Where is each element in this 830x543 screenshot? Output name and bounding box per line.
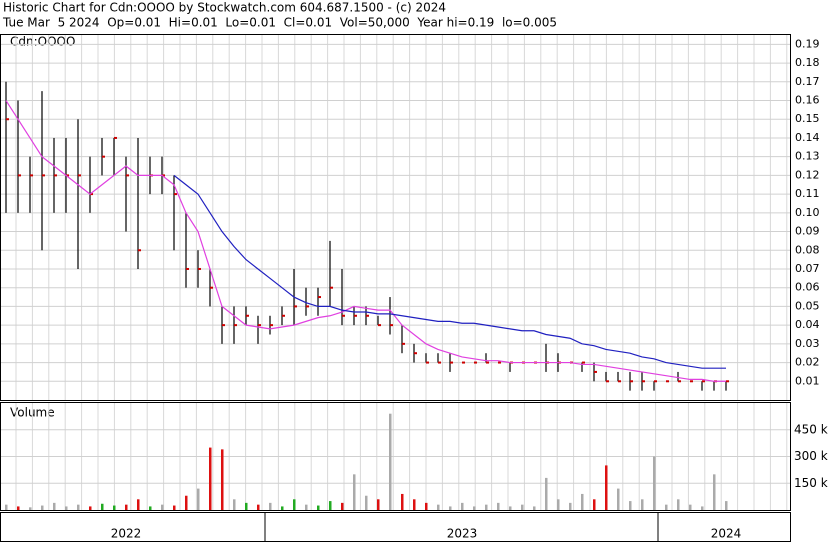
- volume-bar: [437, 504, 440, 510]
- volume-bar: [725, 501, 728, 510]
- price-panel: [0, 34, 791, 401]
- volume-bar: [185, 495, 188, 510]
- volume-bar: [701, 506, 704, 510]
- volume-bar: [101, 503, 104, 510]
- volume-bar: [209, 447, 212, 510]
- chart-title: Historic Chart for Cdn:OOOO by Stockwatc…: [3, 1, 446, 15]
- y-tick-label: 0.12: [795, 168, 820, 181]
- moving-average: [5, 100, 726, 382]
- volume-bar: [161, 504, 164, 510]
- volume-bar: [509, 506, 512, 510]
- volume-bar: [137, 499, 140, 510]
- year-label: 2022: [111, 527, 142, 541]
- volume-bar: [233, 499, 236, 510]
- volume-bar: [677, 499, 680, 510]
- volume-bar: [617, 488, 620, 510]
- y-tick-label: 0.17: [795, 75, 820, 88]
- y-tick-label: 0.19: [795, 37, 820, 50]
- volume-bar: [29, 507, 32, 510]
- volume-bar: [293, 499, 296, 510]
- y-tick-label: 0.10: [795, 206, 820, 219]
- volume-bar: [521, 504, 524, 510]
- volume-bar: [377, 499, 380, 510]
- y-tick-label: 0.03: [795, 337, 820, 350]
- volume-bar: [353, 474, 356, 510]
- volume-bar: [341, 502, 344, 510]
- y-tick-label: 0.18: [795, 56, 820, 69]
- volume-bar: [245, 502, 248, 510]
- volume-bar: [497, 502, 500, 510]
- volume-bar: [533, 506, 536, 510]
- volume-bar: [389, 413, 392, 510]
- year-label: 2024: [711, 527, 742, 541]
- volume-bar: [89, 506, 92, 510]
- volume-bar: [461, 502, 464, 510]
- price-label: Cdn:OOOO: [10, 35, 75, 49]
- volume-bar: [365, 495, 368, 510]
- volume-bar: [77, 504, 80, 510]
- volume-bar: [641, 499, 644, 510]
- volume-bar: [401, 493, 404, 510]
- volume-bar: [125, 504, 128, 510]
- y-tick-label: 0.16: [795, 94, 820, 107]
- volume-bar: [173, 505, 176, 510]
- volume-bar: [473, 506, 476, 510]
- y-tick-label: 0.15: [795, 112, 820, 125]
- y-tick-label: 0.09: [795, 225, 820, 238]
- volume-bar: [605, 465, 608, 510]
- volume-bar: [5, 504, 8, 510]
- volume-panel: [0, 402, 791, 511]
- volume-bar: [317, 505, 320, 510]
- volume-bar: [713, 474, 716, 510]
- volume-bar: [149, 506, 152, 510]
- volume-bar: [545, 477, 548, 510]
- quote-line: Tue Mar 5 2024 Op=0.01 Hi=0.01 Lo=0.01 C…: [2, 16, 557, 30]
- y-tick-label: 450 k: [794, 422, 828, 436]
- volume-bar: [329, 501, 332, 510]
- y-tick-label: 150 k: [794, 476, 828, 490]
- volume-bar: [689, 504, 692, 510]
- volume-bar: [41, 505, 44, 510]
- volume-bar: [665, 504, 668, 510]
- volume-bar: [485, 504, 488, 510]
- y-tick-label: 0.01: [795, 374, 820, 387]
- year-label: 2023: [447, 527, 478, 541]
- volume-bar: [569, 502, 572, 510]
- volume-bar: [425, 502, 428, 510]
- volume-bar: [53, 502, 56, 510]
- volume-bar: [269, 502, 272, 510]
- volume-bar: [629, 501, 632, 510]
- moving-average: [173, 174, 726, 369]
- volume-bar: [305, 504, 308, 510]
- volume-bar: [449, 506, 452, 510]
- y-tick-label: 0.06: [795, 281, 820, 294]
- volume-bar: [557, 499, 560, 510]
- volume-bar: [197, 488, 200, 510]
- volume-bar: [413, 499, 416, 510]
- volume-bar: [221, 449, 224, 510]
- y-tick-label: 0.05: [795, 299, 820, 312]
- volume-bar: [17, 506, 20, 510]
- volume-bar: [65, 506, 68, 510]
- volume-bar: [653, 456, 656, 510]
- y-tick-label: 0.08: [795, 243, 820, 256]
- volume-bar: [113, 505, 116, 510]
- volume-bar: [581, 493, 584, 510]
- y-tick-label: 300 k: [794, 449, 828, 463]
- date-axis: [0, 512, 791, 542]
- y-tick-label: 0.04: [795, 318, 820, 331]
- y-tick-label: 0.07: [795, 262, 820, 275]
- volume-bar: [593, 499, 596, 510]
- y-tick-label: 0.11: [795, 187, 820, 200]
- volume-bar: [281, 506, 284, 510]
- volume-bar: [257, 504, 260, 510]
- y-tick-label: 0.14: [795, 131, 820, 144]
- y-tick-label: 0.13: [795, 150, 820, 163]
- y-tick-label: 0.02: [795, 356, 820, 369]
